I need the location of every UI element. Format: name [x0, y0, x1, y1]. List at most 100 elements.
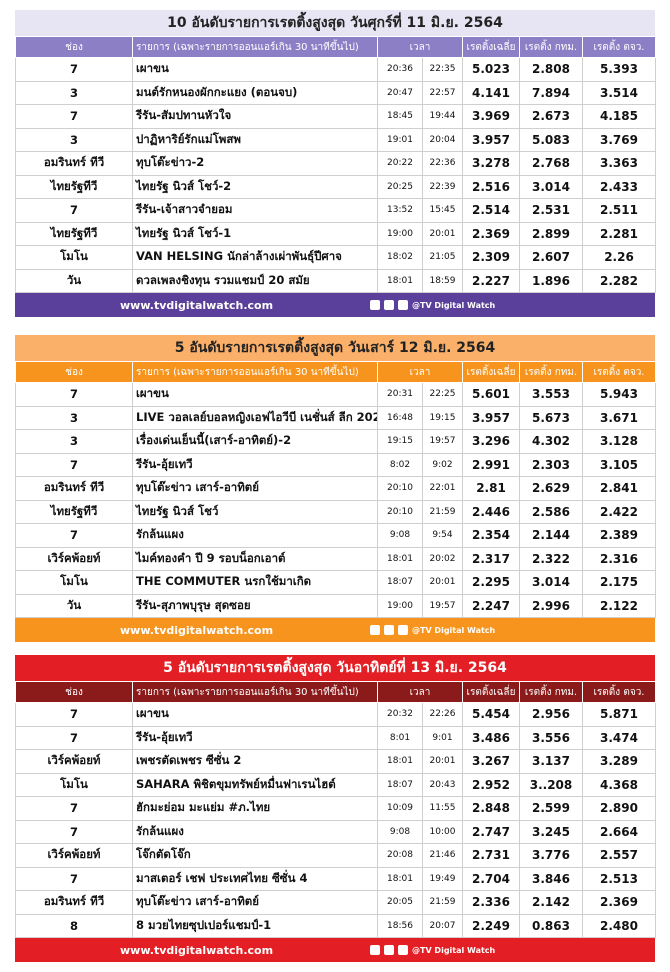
bkk-rating: 1.896	[519, 268, 583, 293]
social-icon	[398, 625, 408, 635]
start-time: 18:01	[377, 866, 423, 891]
avg-rating: 2.249	[462, 913, 520, 938]
province-rating: 2.369	[582, 890, 656, 915]
bkk-rating: 2.322	[519, 546, 583, 571]
header-cell: เรตติ้งเฉลี่ย	[462, 681, 520, 703]
end-time: 21:59	[422, 890, 463, 915]
avg-rating: 2.747	[462, 819, 520, 844]
program: รีรัน-สัมปทานหัวใจ	[132, 104, 378, 129]
header-cell: เรตติ้ง กทม.	[519, 681, 583, 703]
province-rating: 2.480	[582, 913, 656, 938]
program: ปาฏิหาริย์รักแม่โพสพ	[132, 127, 378, 152]
channel: วัน	[15, 593, 133, 618]
section: 5 อันดับรายการเรตติ้งสูงสุด วันอาทิตย์ที…	[15, 655, 656, 962]
program: ไมค์ทองคำ ปี 9 รอบน็อกเอาต์	[132, 546, 378, 571]
data-row: เวิร์คพ้อยท์ โจ๊กตัดโจ๊ก 20:08 21:46 2.731 3.…	[15, 843, 656, 868]
province-rating: 2.841	[582, 476, 656, 501]
bkk-rating: 2.303	[519, 452, 583, 477]
header-row: ช่อง รายการ (เฉพาะรายการออนแอร์เกิน 30 นา…	[15, 361, 656, 383]
province-rating: 3.474	[582, 725, 656, 750]
header-cell: เรตติ้ง ตจว.	[582, 361, 656, 383]
bkk-rating: 3.556	[519, 725, 583, 750]
social-icon	[398, 945, 408, 955]
program: เรื่องเด่นเย็นนี้(เสาร์-อาทิตย์)-2	[132, 429, 378, 454]
start-time: 18:45	[377, 104, 423, 129]
avg-rating: 2.446	[462, 499, 520, 524]
social-icon	[384, 945, 394, 955]
data-row: 7 รีรัน-เจ้าสาวจำยอม 13:52 15:45 2.514 2.531 2…	[15, 198, 656, 223]
end-time: 21:46	[422, 843, 463, 868]
data-row: 7 มาสเตอร์ เชฟ ประเทศไทย ซีซั่น 4 18:01 19:…	[15, 866, 656, 891]
start-time: 19:00	[377, 593, 423, 618]
channel: 3	[15, 80, 133, 105]
header-cell: เรตติ้งเฉลี่ย	[462, 361, 520, 383]
channel: 7	[15, 725, 133, 750]
channel: อมรินทร์ ทีวี	[15, 476, 133, 501]
program: ไทยรัฐ นิวส์ โชว์	[132, 499, 378, 524]
data-row: ไทยรัฐทีวี ไทยรัฐ นิวส์ โชว์ 20:10 21:59 2.4…	[15, 499, 656, 524]
avg-rating: 3.278	[462, 151, 520, 176]
program: VAN HELSING นักล่าล้างเผ่าพันธุ์ปีศาจ	[132, 245, 378, 270]
bkk-rating: 2.956	[519, 702, 583, 727]
province-rating: 2.26	[582, 245, 656, 270]
bkk-rating: 2.768	[519, 151, 583, 176]
social-icon	[384, 625, 394, 635]
avg-rating: 2.336	[462, 890, 520, 915]
channel: ไทยรัฐทีวี	[15, 221, 133, 246]
avg-rating: 4.141	[462, 80, 520, 105]
end-time: 20:04	[422, 127, 463, 152]
data-row: วัน ดวลเพลงชิงทุน รวมแชมป์ 20 สมัย 18:01 18…	[15, 268, 656, 293]
province-rating: 2.281	[582, 221, 656, 246]
avg-rating: 3.969	[462, 104, 520, 129]
data-row: 3 ปาฏิหาริย์รักแม่โพสพ 19:01 20:04 3.957 5.08…	[15, 127, 656, 152]
end-time: 22:36	[422, 151, 463, 176]
ratings-table: ช่อง รายการ (เฉพาะรายการออนแอร์เกิน 30 นา…	[15, 361, 656, 618]
program: LIVE วอลเลย์บอลหญิงเอฟไอวีบี เนชั่นส์ ลี…	[132, 405, 378, 430]
avg-rating: 5.454	[462, 702, 520, 727]
social-handle: @TV Digital Watch	[412, 300, 496, 310]
ratings-table: ช่อง รายการ (เฉพาะรายการออนแอร์เกิน 30 นา…	[15, 36, 656, 293]
channel: 8	[15, 913, 133, 938]
avg-rating: 2.731	[462, 843, 520, 868]
program: เพชรตัดเพชร ซีซั่น 2	[132, 749, 378, 774]
avg-rating: 2.369	[462, 221, 520, 246]
avg-rating: 2.952	[462, 772, 520, 797]
avg-rating: 3.957	[462, 127, 520, 152]
section-title: 5 อันดับรายการเรตติ้งสูงสุด วันอาทิตย์ที…	[15, 655, 655, 681]
data-row: 7 รักล้นแผง 9:08 9:54 2.354 2.144 2.389	[15, 523, 656, 548]
avg-rating: 2.81	[462, 476, 520, 501]
province-rating: 3.514	[582, 80, 656, 105]
website: www.tvdigitalwatch.com	[120, 943, 274, 957]
social-icon	[398, 300, 408, 310]
province-rating: 2.664	[582, 819, 656, 844]
social: @TV Digital Watch	[370, 625, 495, 635]
province-rating: 3.289	[582, 749, 656, 774]
avg-rating: 2.247	[462, 593, 520, 618]
start-time: 20:25	[377, 174, 423, 199]
program: โจ๊กตัดโจ๊ก	[132, 843, 378, 868]
province-rating: 5.393	[582, 57, 656, 82]
program: ฮักมะย่อม มะแย่ม #ภ.ไทย	[132, 796, 378, 821]
header-cell: เวลา	[377, 681, 463, 703]
data-row: 7 ฮักมะย่อม มะแย่ม #ภ.ไทย 10:09 11:55 2.848 2…	[15, 796, 656, 821]
footer: www.tvdigitalwatch.com @TV Digital Watch	[15, 293, 655, 317]
avg-rating: 3.267	[462, 749, 520, 774]
header-cell: เรตติ้ง ตจว.	[582, 36, 656, 58]
data-row: 7 เผาขน 20:36 22:35 5.023 2.808 5.393	[15, 57, 656, 82]
end-time: 15:45	[422, 198, 463, 223]
program: รักล้นแผง	[132, 523, 378, 548]
bkk-rating: 3.014	[519, 174, 583, 199]
data-row: 7 รักล้นแผง 9:08 10:00 2.747 3.245 2.664	[15, 819, 656, 844]
end-time: 19:49	[422, 866, 463, 891]
channel: อมรินทร์ ทีวี	[15, 890, 133, 915]
start-time: 20:22	[377, 151, 423, 176]
province-rating: 3.128	[582, 429, 656, 454]
end-time: 19:44	[422, 104, 463, 129]
header-cell: รายการ (เฉพาะรายการออนแอร์เกิน 30 นาทีขึ…	[132, 36, 378, 58]
channel: 7	[15, 819, 133, 844]
avg-rating: 2.704	[462, 866, 520, 891]
data-row: 3 เรื่องเด่นเย็นนี้(เสาร์-อาทิตย์)-2 19:15…	[15, 429, 656, 454]
header-cell: รายการ (เฉพาะรายการออนแอร์เกิน 30 นาทีขึ…	[132, 361, 378, 383]
channel: 7	[15, 523, 133, 548]
